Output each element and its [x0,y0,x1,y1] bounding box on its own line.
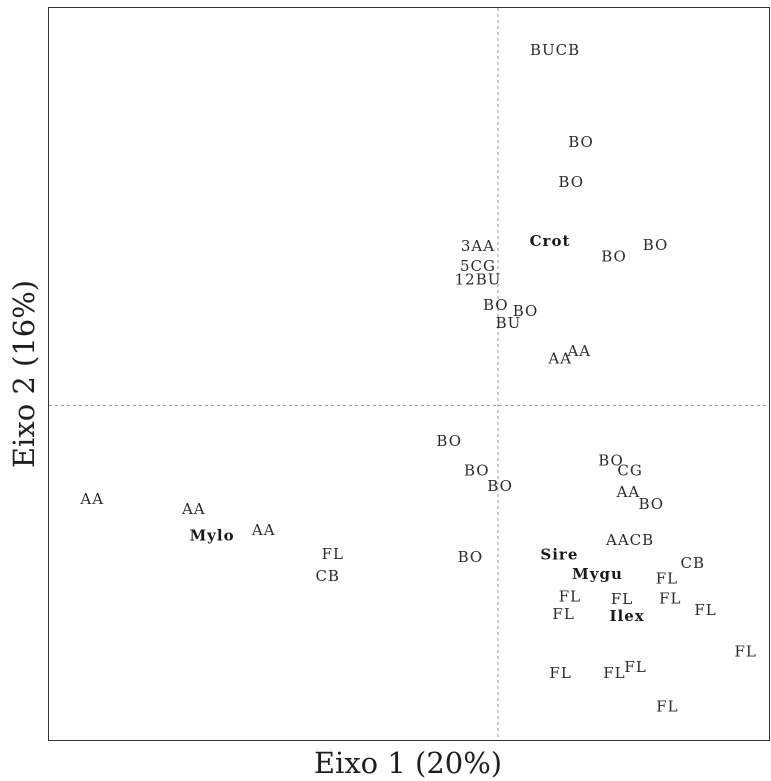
point-label-aacb: AACB [605,531,654,549]
point-label-fl: FL [559,587,581,605]
point-label-bo: BO [458,548,484,566]
point-label-cg: CG [617,461,642,479]
point-label-mylo: Mylo [190,526,235,544]
point-label-aa: AA [566,342,591,360]
point-label-aa: AA [616,483,641,501]
point-label-fl: FL [624,658,646,676]
point-label-bo: BO [464,461,490,479]
point-label-ilex: Ilex [609,607,644,625]
point-label-bucb: BUCB [530,41,580,59]
point-label-12bu: 12BU [455,271,502,289]
point-label-fl: FL [659,589,681,607]
point-label-bo: BO [436,432,462,450]
x-axis-title: Eixo 1 (20%) [314,746,502,780]
point-label-fl: FL [656,570,678,588]
point-label-bu: BU [496,314,522,332]
point-label-3aa: 3AA [461,237,495,255]
point-label-sire: Sire [540,546,578,564]
point-label-aa: AA [181,500,206,518]
point-label-fl: FL [603,664,625,682]
point-label-cb: CB [681,554,706,572]
point-label-fl: FL [656,698,678,716]
point-label-aa: AA [251,521,276,539]
point-label-crot: Crot [530,232,571,250]
point-label-bo: BO [643,236,669,254]
point-label-bo: BO [601,248,627,266]
plot-frame [48,7,770,741]
point-label-bo: BO [558,173,584,191]
point-label-fl: FL [549,664,571,682]
point-label-fl: FL [322,545,344,563]
point-label-bo: BO [568,133,594,151]
point-label-bo: BO [487,477,513,495]
point-label-aa: AA [547,349,572,367]
point-label-aa: AA [79,490,104,508]
point-label-fl: FL [552,605,574,623]
point-label-bo: BO [483,296,509,314]
point-label-fl: FL [611,590,633,608]
point-label-5cg: 5CG [460,257,496,275]
point-label-fl: FL [694,601,716,619]
point-label-bo: BO [513,302,539,320]
point-label-mygu: Mygu [572,565,623,583]
point-label-bo: BO [598,452,624,470]
point-label-cb: CB [315,567,340,585]
point-label-fl: FL [735,643,757,661]
y-axis-title: Eixo 2 (16%) [7,280,41,468]
point-label-bo: BO [638,495,664,513]
